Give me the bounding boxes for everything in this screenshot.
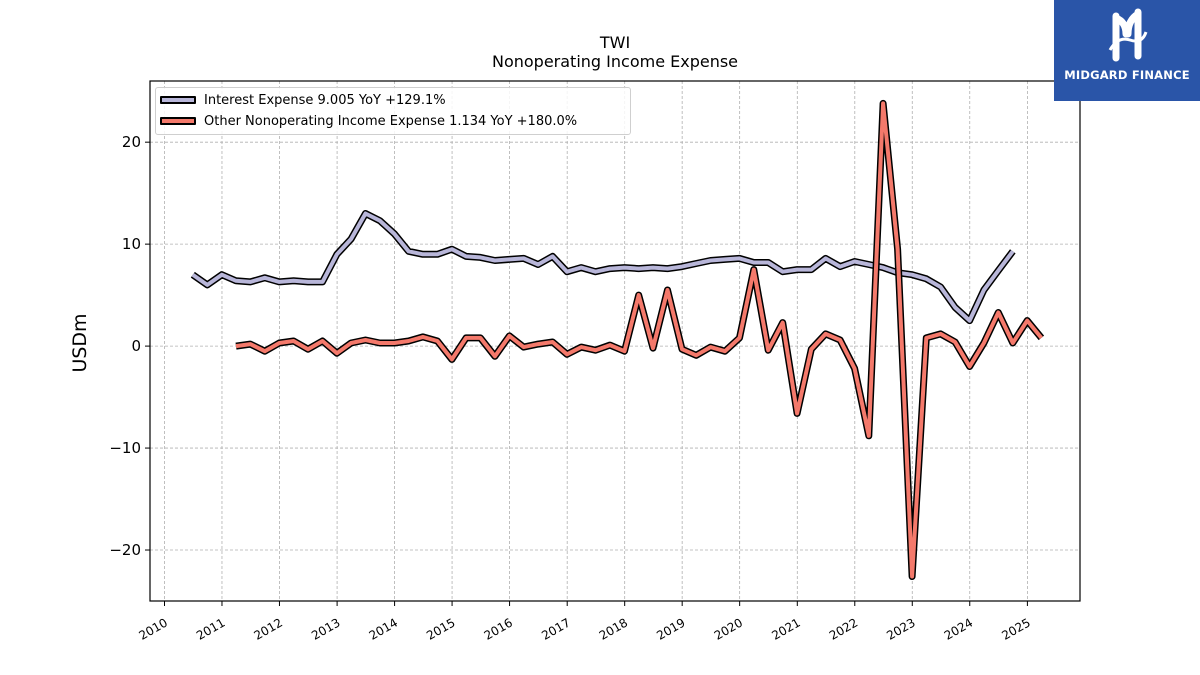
chart-title: TWI: [599, 33, 631, 52]
x-tick-label: 2010: [137, 615, 170, 642]
series-other-nonoperating-line: [235, 101, 1043, 579]
y-axis-label: USDm: [69, 313, 91, 373]
legend-swatch-interest-expense: [160, 96, 196, 104]
plot-frame: [149, 80, 1081, 602]
x-tick-label: 2019: [654, 615, 687, 642]
legend-label-interest-expense: Interest Expense 9.005 YoY +129.1%: [204, 92, 446, 108]
x-tick-label: 2016: [482, 615, 515, 642]
axes: −20 −10 0 10 20 2010 2011 2012 2013 2014 2015 2016 2…: [109, 80, 1081, 643]
logo-text: MIDGARD FINANCE: [1064, 68, 1190, 82]
chart-subtitle: Nonoperating Income Expense: [491, 52, 739, 71]
y-tick-label: 20: [122, 133, 141, 151]
y-tick-label: −20: [109, 541, 141, 559]
x-tick-label: 2018: [597, 615, 630, 642]
x-tick-label: 2013: [309, 615, 342, 642]
x-tick-label: 2022: [827, 615, 860, 642]
midgard-finance-logo: MIDGARD FINANCE: [1054, 0, 1200, 101]
legend: Interest Expense 9.005 YoY +129.1% Other…: [155, 87, 631, 135]
legend-entry-interest-expense: Interest Expense 9.005 YoY +129.1%: [160, 91, 446, 109]
x-tick-label: 2017: [539, 615, 572, 642]
logo-mark-icon: [1108, 8, 1148, 62]
grid-lines: [150, 81, 1080, 601]
legend-entry-other-nonoperating: Other Nonoperating Income Expense 1.134 …: [160, 112, 577, 130]
x-tick-label: 2011: [194, 615, 227, 642]
y-tick-label: 10: [122, 235, 141, 253]
y-tick-label: −10: [109, 439, 141, 457]
legend-swatch-other-nonoperating: [160, 117, 196, 125]
legend-label-other-nonoperating: Other Nonoperating Income Expense 1.134 …: [204, 113, 578, 129]
x-tick-label: 2015: [424, 615, 457, 642]
y-tick-label: 0: [131, 337, 141, 355]
x-tick-label: 2025: [999, 615, 1032, 642]
x-tick-label: 2023: [884, 615, 917, 642]
x-tick-label: 2024: [942, 615, 975, 642]
series-interest-expense-outline: [190, 210, 1016, 325]
x-tick-label: 2021: [769, 615, 802, 642]
x-tick-label: 2012: [252, 615, 285, 642]
x-tick-label: 2020: [712, 615, 745, 642]
series-layer: [190, 99, 1045, 580]
x-tick-label: 2014: [367, 615, 400, 642]
